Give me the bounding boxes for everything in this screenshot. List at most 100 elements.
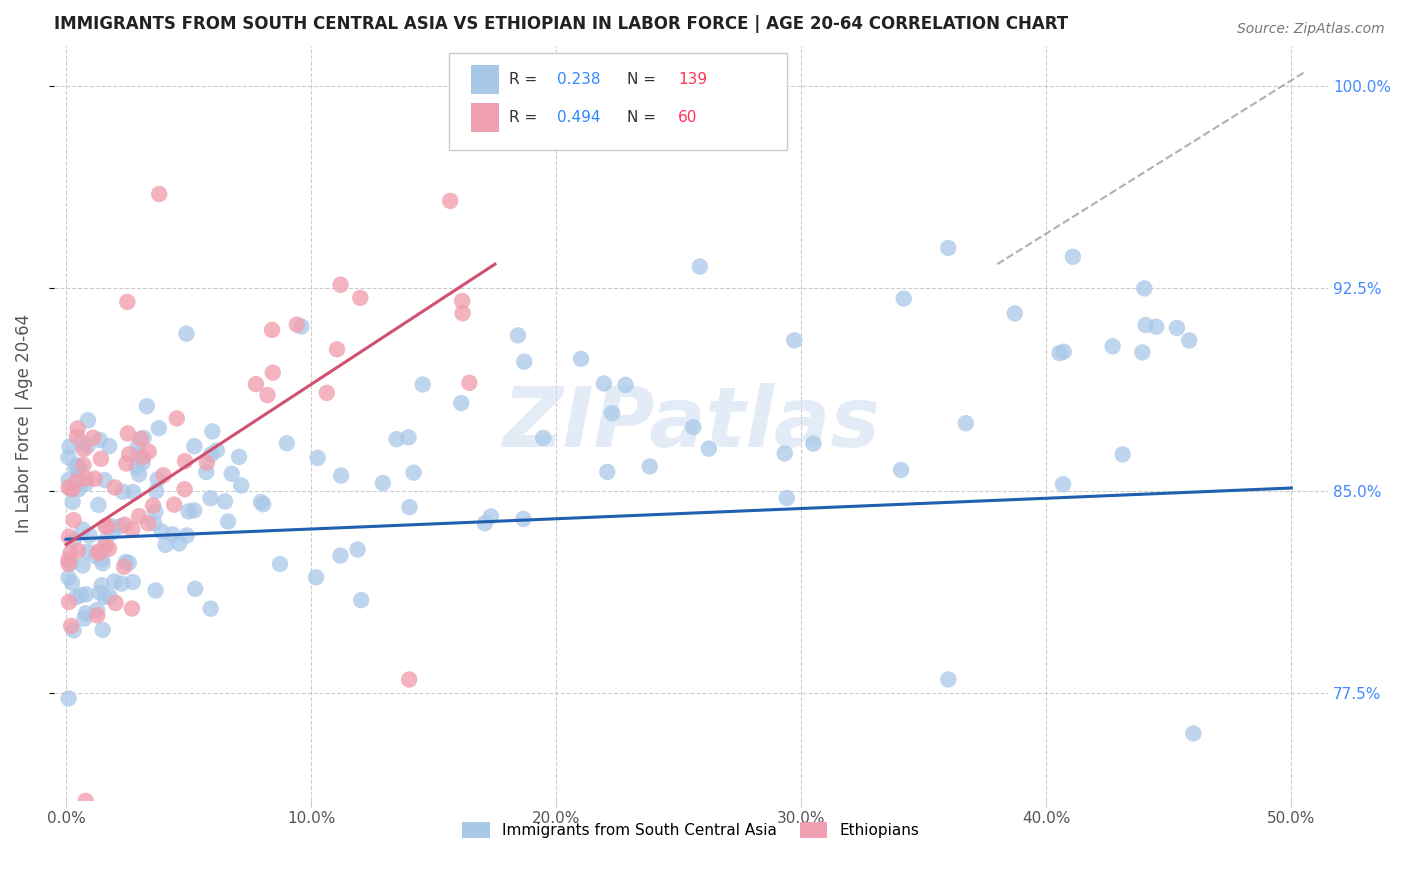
Point [329, 549, 352, 563]
Point [136, 516, 159, 531]
Point [474, 516, 496, 531]
Point [307, 450, 329, 465]
Point [513, 354, 536, 368]
Point [596, 465, 619, 479]
Point [58, 473, 80, 487]
FancyBboxPatch shape [449, 54, 786, 150]
Point [128, 448, 150, 462]
Point [77, 413, 100, 427]
Point [112, 559, 135, 574]
Point [65, 474, 87, 488]
Point [593, 376, 616, 391]
Point [1135, 318, 1157, 332]
Point [73, 442, 96, 457]
Point [86, 603, 108, 617]
Y-axis label: In Labor Force | Age 20-64: In Labor Force | Age 20-64 [15, 314, 32, 533]
Point [200, 601, 222, 615]
Point [91, 623, 114, 637]
Point [262, 323, 284, 337]
Point [72, 523, 94, 537]
Point [79, 528, 101, 542]
Point [638, 459, 661, 474]
Point [145, 505, 167, 519]
Text: Source: ZipAtlas.com: Source: ZipAtlas.com [1237, 22, 1385, 37]
Legend: Immigrants from South Central Asia, Ethiopians: Immigrants from South Central Asia, Ethi… [454, 815, 927, 847]
Text: 0.238: 0.238 [557, 72, 600, 87]
Point [76, 439, 98, 453]
Point [94, 519, 117, 533]
Point [600, 406, 623, 420]
Point [118, 447, 141, 461]
Point [163, 498, 186, 512]
Point [176, 528, 198, 542]
Point [148, 187, 170, 202]
Point [67, 464, 90, 478]
Point [450, 396, 472, 410]
Point [87, 498, 110, 512]
Text: 139: 139 [678, 72, 707, 87]
Point [195, 456, 218, 470]
Point [86, 608, 108, 623]
Point [93, 473, 115, 487]
Point [146, 472, 169, 486]
Point [174, 454, 197, 468]
Point [58, 530, 80, 544]
Point [451, 306, 474, 320]
Point [371, 475, 394, 490]
Point [91, 557, 114, 571]
Point [201, 425, 224, 439]
Point [60, 619, 83, 633]
Point [66, 458, 89, 473]
Point [200, 447, 222, 461]
Point [132, 455, 155, 469]
Text: N =: N = [627, 110, 661, 125]
Point [59, 546, 82, 560]
Point [73, 611, 96, 625]
Point [98, 439, 121, 453]
Text: IMMIGRANTS FROM SOUTH CENTRAL ASIA VS ETHIOPIAN IN LABOR FORCE | AGE 20-64 CORRE: IMMIGRANTS FROM SOUTH CENTRAL ASIA VS ET… [53, 15, 1069, 33]
Point [290, 319, 312, 334]
Point [90, 578, 112, 592]
Point [183, 439, 205, 453]
Point [252, 497, 274, 511]
Point [506, 328, 529, 343]
Text: R =: R = [509, 72, 541, 87]
Point [803, 436, 825, 450]
Point [62, 513, 84, 527]
Point [75, 472, 97, 486]
Point [231, 478, 253, 492]
Point [1130, 345, 1153, 359]
Point [697, 442, 720, 456]
Point [1053, 344, 1076, 359]
Point [114, 517, 136, 532]
Point [76, 544, 98, 558]
Point [349, 291, 371, 305]
Text: N =: N = [627, 72, 661, 87]
Point [221, 467, 243, 481]
Point [155, 538, 177, 552]
Point [398, 500, 420, 515]
Point [315, 385, 337, 400]
Point [285, 318, 308, 332]
Point [890, 463, 912, 477]
Point [89, 546, 111, 560]
Point [458, 376, 481, 390]
Point [65, 590, 87, 604]
Point [195, 465, 218, 479]
Point [82, 431, 104, 445]
Point [63, 459, 86, 474]
Point [689, 260, 711, 274]
Point [167, 536, 190, 550]
Point [75, 794, 97, 808]
Point [1101, 339, 1123, 353]
Point [59, 556, 82, 570]
Point [1052, 477, 1074, 491]
Point [214, 494, 236, 508]
Point [1062, 250, 1084, 264]
Point [330, 468, 353, 483]
Point [385, 432, 408, 446]
Point [398, 430, 420, 444]
Point [60, 482, 83, 496]
Point [479, 509, 502, 524]
Point [326, 343, 349, 357]
